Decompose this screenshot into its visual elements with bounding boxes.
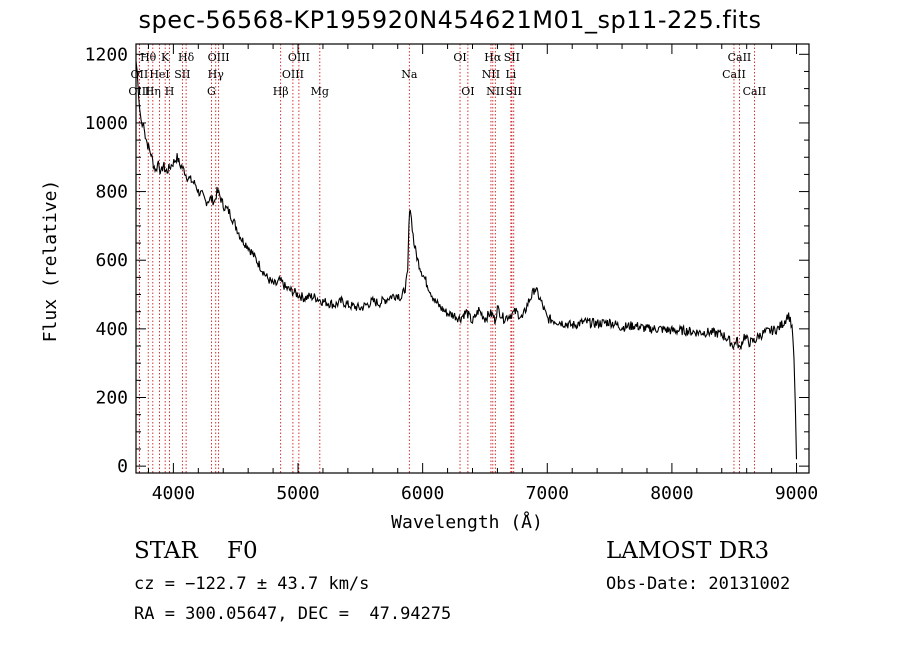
y-tick-label: 400 (95, 319, 128, 340)
line-label: Hγ (208, 68, 225, 81)
line-label: SII (506, 85, 522, 98)
class-spacer (198, 538, 227, 564)
x-tick-label: 8000 (650, 483, 693, 504)
x-tick-label: 5000 (276, 483, 319, 504)
y-tick-label: 1000 (85, 113, 128, 134)
line-label: H (165, 85, 175, 98)
line-label: OII (131, 68, 149, 81)
obs-date-text: Obs-Date: 20131002 (606, 574, 791, 594)
line-label: K (161, 51, 170, 64)
redshift-text: cz = −122.7 ± 43.7 km/s (134, 574, 370, 594)
y-axis-ticks: 0 200 400 600 800 1000 1200 (85, 44, 809, 477)
x-tick-label: 9000 (775, 483, 818, 504)
line-label: Hη (145, 85, 161, 98)
chart-title: spec-56568-KP195920N454621M01_sp11-225.f… (138, 6, 762, 34)
spectral-line-labels: Hθ OII OIII K HeI Hη H Hδ SII OIII Hγ G Hβ OIII OIII Mg… (128, 51, 766, 98)
class-label: STAR (134, 538, 198, 564)
line-label: Li (505, 68, 516, 81)
line-label: Hθ (140, 51, 157, 64)
x-axis-label: Wavelength (Å) (391, 511, 543, 533)
line-label: G (207, 85, 216, 98)
line-label: NII (482, 68, 500, 81)
survey-label: LAMOST DR3 (606, 538, 770, 564)
line-label: OI (453, 51, 466, 64)
line-label: OIII (208, 51, 230, 64)
line-label: CaII (722, 68, 746, 81)
y-tick-label: 1200 (85, 44, 128, 65)
line-label: Hα (484, 51, 502, 64)
spectrum-line (135, 61, 798, 460)
line-label: SII (504, 51, 520, 64)
line-label: Hβ (273, 85, 289, 98)
line-label: OI (461, 85, 474, 98)
subclass-label: F0 (227, 538, 258, 564)
y-tick-label: 800 (95, 182, 128, 203)
spectral-line-markers (138, 44, 755, 473)
x-tick-label: 6000 (401, 483, 444, 504)
y-tick-label: 0 (117, 456, 128, 477)
line-label: Mg (311, 85, 329, 98)
coordinates-text: RA = 300.05647, DEC = 47.94275 (134, 604, 452, 624)
line-label: Hδ (178, 51, 195, 64)
line-label: NII (486, 85, 504, 98)
y-axis-label: Flux (relative) (40, 180, 61, 343)
line-label: OIII (128, 85, 150, 98)
line-label: OIII (288, 51, 310, 64)
line-label: Na (401, 68, 418, 81)
x-tick-label: 4000 (152, 483, 195, 504)
x-axis-ticks: 4000 5000 6000 7000 8000 9000 (147, 44, 818, 504)
line-label: CaII (728, 51, 752, 64)
classification: STAR F0 (134, 538, 258, 564)
plot-frame (135, 43, 810, 474)
line-label: SII (174, 68, 190, 81)
x-tick-label: 7000 (526, 483, 569, 504)
line-label: HeI (149, 68, 169, 81)
line-label: CaII (743, 85, 767, 98)
y-tick-label: 200 (95, 387, 128, 408)
line-label: OIII (282, 68, 304, 81)
y-tick-label: 600 (95, 250, 128, 271)
